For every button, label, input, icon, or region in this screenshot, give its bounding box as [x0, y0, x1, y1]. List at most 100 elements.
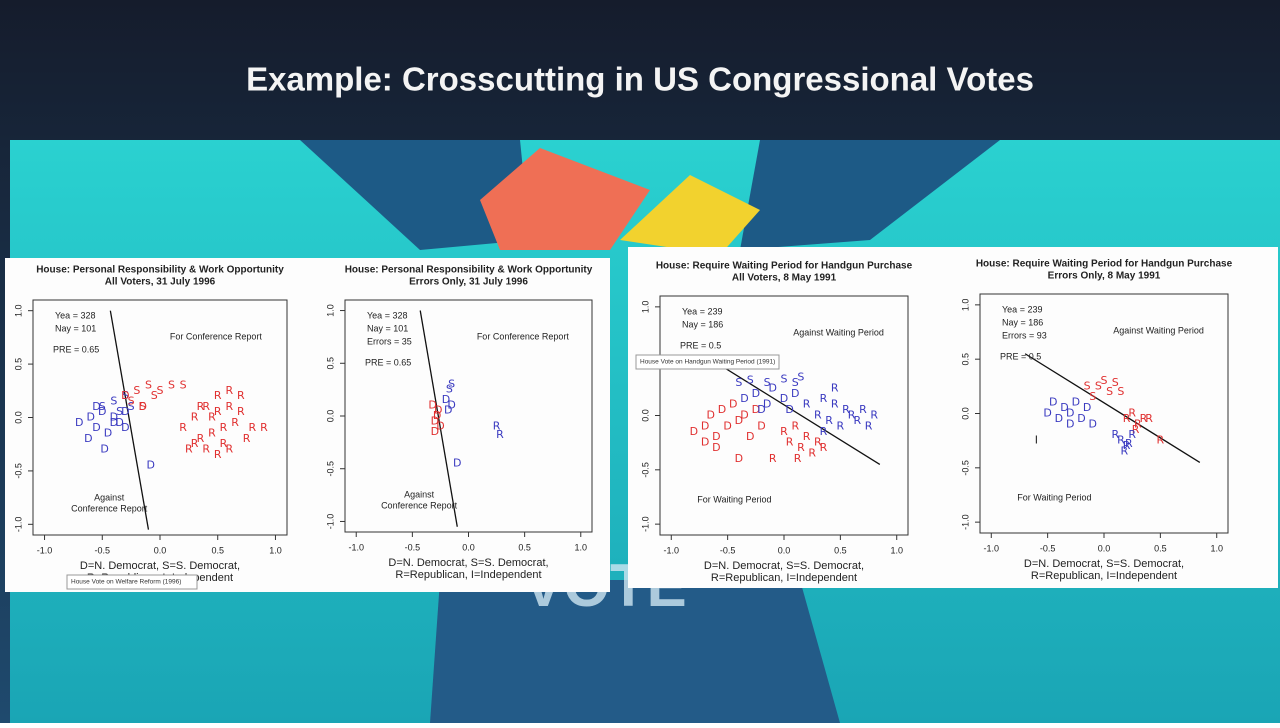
y-tick-label: -0.5 [13, 463, 23, 479]
vote-point: D [690, 425, 698, 438]
vote-point: D [84, 432, 92, 445]
chart-title: House: Personal Responsibility & Work Op… [345, 265, 593, 276]
vote-point: R [780, 425, 788, 438]
yea-count: Yea = 239 [1002, 304, 1042, 314]
vote-point: S [151, 389, 158, 402]
vote-point: R [243, 432, 251, 445]
vote-point: S [1106, 385, 1113, 398]
vote-point: R [848, 409, 856, 422]
vote-point: D [768, 381, 776, 394]
vote-point: R [831, 398, 839, 411]
vote-point: D [1083, 401, 1091, 414]
chart-title: House: Personal Responsibility & Work Op… [36, 265, 284, 276]
vote-point: R [1123, 439, 1131, 452]
vote-point: D [444, 404, 452, 417]
vote-point: D [98, 405, 106, 418]
vote-point: D [752, 387, 760, 400]
vote-point: R [1134, 417, 1142, 430]
caption: D=N. Democrat, S=S. Democrat, [704, 560, 864, 572]
vote-point: R [820, 392, 828, 405]
x-tick-label: -1.0 [348, 542, 364, 552]
vote-point: R [191, 411, 199, 424]
yea-count: Yea = 239 [682, 306, 722, 316]
tooltip-box [635, 354, 780, 370]
x-tick-label: 1.0 [575, 542, 588, 552]
x-tick-label: 0.5 [1154, 543, 1167, 553]
vote-point: S [797, 370, 804, 383]
vote-point: D [92, 400, 100, 413]
cutting-line [419, 310, 458, 527]
y-tick-label: 0.0 [640, 409, 650, 422]
x-tick-label: -0.5 [720, 545, 736, 555]
vote-point: D [712, 441, 720, 454]
region-label-lower: For Waiting Period [1017, 492, 1091, 502]
y-tick-label: 0.5 [13, 358, 23, 371]
vote-point: D [752, 403, 760, 416]
y-tick-label: -1.0 [960, 514, 970, 530]
chart-title: House: Require Waiting Period for Handgu… [656, 261, 913, 272]
vote-point: D [757, 419, 765, 432]
vote-point: S [792, 376, 799, 389]
vote-point: R [220, 437, 228, 450]
caption: D=N. Democrat, S=S. Democrat, [80, 560, 240, 572]
vote-point: R [859, 403, 867, 416]
vote-point: R [1123, 412, 1131, 425]
vote-point: D [121, 405, 129, 418]
vote-point: R [179, 421, 187, 434]
vote-point: S [1101, 374, 1108, 387]
vote-point: R [237, 405, 245, 418]
vote-point: D [701, 419, 709, 432]
x-tick-label: -1.0 [37, 545, 53, 555]
vote-point: R [820, 425, 828, 438]
vote-point: S [1117, 385, 1124, 398]
vote-point: R [831, 381, 839, 394]
vote-point: S [735, 376, 742, 389]
vote-point: R [214, 405, 222, 418]
vote-point: R [814, 409, 822, 422]
vote-point: R [1157, 434, 1165, 447]
vote-point: D [729, 398, 737, 411]
chart-subtitle: Errors Only, 31 July 1996 [409, 277, 528, 288]
vote-point: D [791, 387, 799, 400]
vote-point: R [496, 428, 504, 441]
vote-point: S [110, 394, 117, 407]
vote-point: D [436, 420, 444, 433]
slide-title: Example: Crosscutting in US Congressiona… [246, 61, 1034, 98]
cutting-line [704, 355, 881, 465]
vote-point: D [115, 416, 123, 429]
chart-title: House: Require Waiting Period for Handgu… [976, 259, 1233, 270]
vote-point: S [168, 378, 175, 391]
vote-point: R [214, 448, 222, 461]
region-label-lower: Conference Report [71, 503, 148, 513]
vote-point: R [794, 452, 802, 465]
ballot-yellow [620, 175, 760, 255]
tooltip-box [66, 574, 198, 590]
vote-point: D [1066, 417, 1074, 430]
vote-point: S [145, 378, 152, 391]
vote-point: R [231, 416, 239, 429]
vote-point: R [1117, 434, 1125, 447]
vote-point: D [735, 414, 743, 427]
vote-point: D [723, 419, 731, 432]
y-tick-label: -1.0 [325, 514, 335, 530]
vote-point: R [1140, 412, 1148, 425]
vote-point: D [740, 409, 748, 422]
vote-point: D [428, 398, 436, 411]
hand-left [300, 140, 530, 250]
vote-point: R [865, 419, 873, 432]
x-tick-label: 0.5 [211, 545, 224, 555]
vote-point: D [780, 392, 788, 405]
x-tick-label: 0.5 [518, 542, 531, 552]
vote-point: D [706, 409, 714, 422]
vote-point: D [442, 393, 450, 406]
vote-point: D [110, 411, 118, 424]
vote-point: R [1128, 428, 1136, 441]
ballot-box [430, 580, 840, 723]
caption: R=Republican, I=Independent [711, 572, 857, 584]
vote-point: S [446, 383, 453, 396]
y-tick-label: 0.0 [960, 407, 970, 420]
vote-point: R [208, 411, 216, 424]
region-label-upper: For Conference Report [170, 331, 263, 341]
region-label-lower: Against [404, 489, 435, 499]
y-tick-label: -1.0 [640, 516, 650, 532]
